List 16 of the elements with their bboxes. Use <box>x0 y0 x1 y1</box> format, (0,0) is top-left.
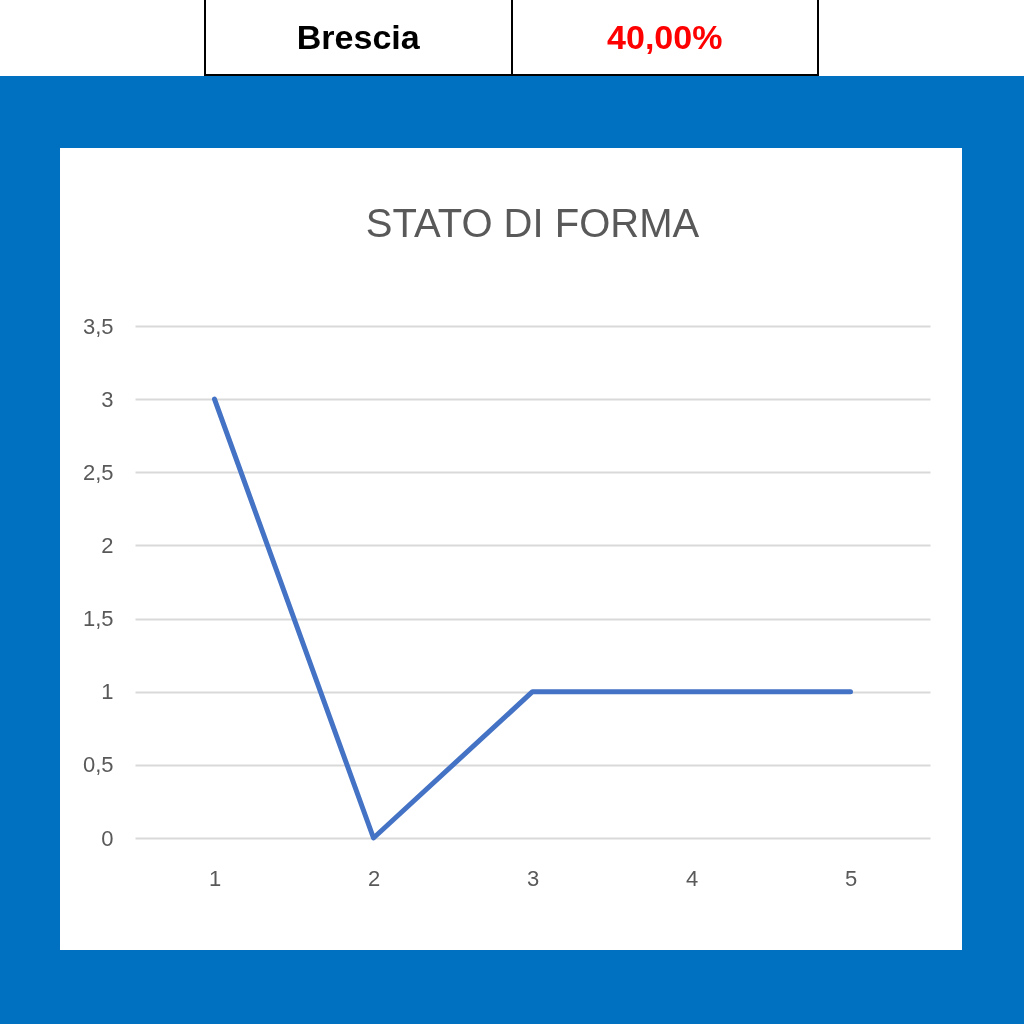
y-tick-label: 0 <box>101 825 114 851</box>
text: Brescia <box>206 0 513 74</box>
x-tick-label: 1 <box>208 865 222 891</box>
x-tick-label: 4 <box>685 865 699 891</box>
x-tick-label: 5 <box>844 865 858 891</box>
y-tick-label: 1,5 <box>82 606 114 632</box>
y-tick-label: 0,5 <box>82 752 114 778</box>
chart-title: STATO DI FORMA <box>365 201 700 245</box>
x-tick-label: 3 <box>526 865 540 891</box>
text: 40,00% <box>606 16 724 58</box>
y-tick-label: 3,5 <box>82 313 114 339</box>
y-tick-label: 2,5 <box>82 459 114 485</box>
y-tick-label: 3 <box>101 386 114 412</box>
x-tick-label: 2 <box>367 865 381 891</box>
y-tick-label: 2 <box>101 532 114 558</box>
y-tick-label: 1 <box>101 679 114 705</box>
